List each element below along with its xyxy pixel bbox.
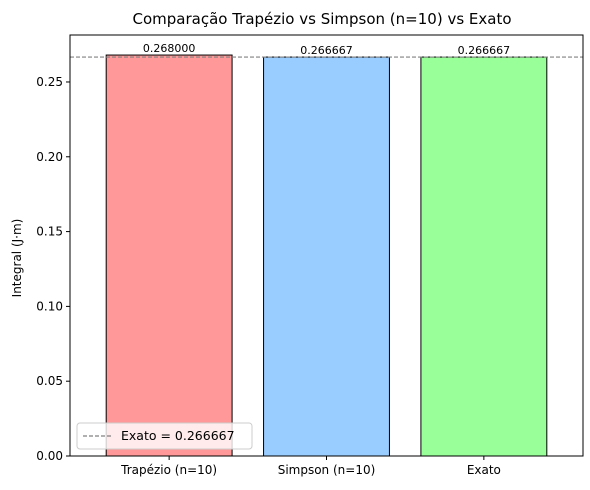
y-tick-label: 0.20 (36, 150, 63, 164)
axes-frame (69, 34, 584, 457)
bar (263, 56, 390, 457)
legend-box (76, 422, 253, 450)
bar-value-label: 0.266667 (300, 44, 353, 57)
x-tick-label: Exato (467, 463, 501, 477)
y-tick-label: 0.05 (36, 374, 63, 388)
bar (420, 56, 548, 457)
x-tick-label: Trapézio (n=10) (120, 463, 217, 477)
bar-value-label: 0.268000 (143, 42, 196, 55)
y-tick-label: 0.25 (36, 75, 63, 89)
y-tick-label: 0.00 (36, 449, 63, 463)
y-tick-label: 0.10 (36, 299, 63, 313)
bar (105, 54, 233, 457)
x-tick-label: Simpson (n=10) (278, 463, 376, 477)
chart-title: Comparação Trapézio vs Simpson (n=10) vs… (132, 10, 511, 28)
y-tick-label: 0.15 (36, 225, 63, 239)
legend: Exato = 0.266667 (76, 422, 253, 450)
bar-value-label: 0.266667 (458, 44, 511, 57)
plot-area: 0.268000 Trapézio (n=10) 0.266667 Simpson (… (36, 34, 584, 477)
y-axis-label: Integral (J·m) (10, 219, 24, 298)
legend-label: Exato = 0.266667 (121, 428, 235, 443)
